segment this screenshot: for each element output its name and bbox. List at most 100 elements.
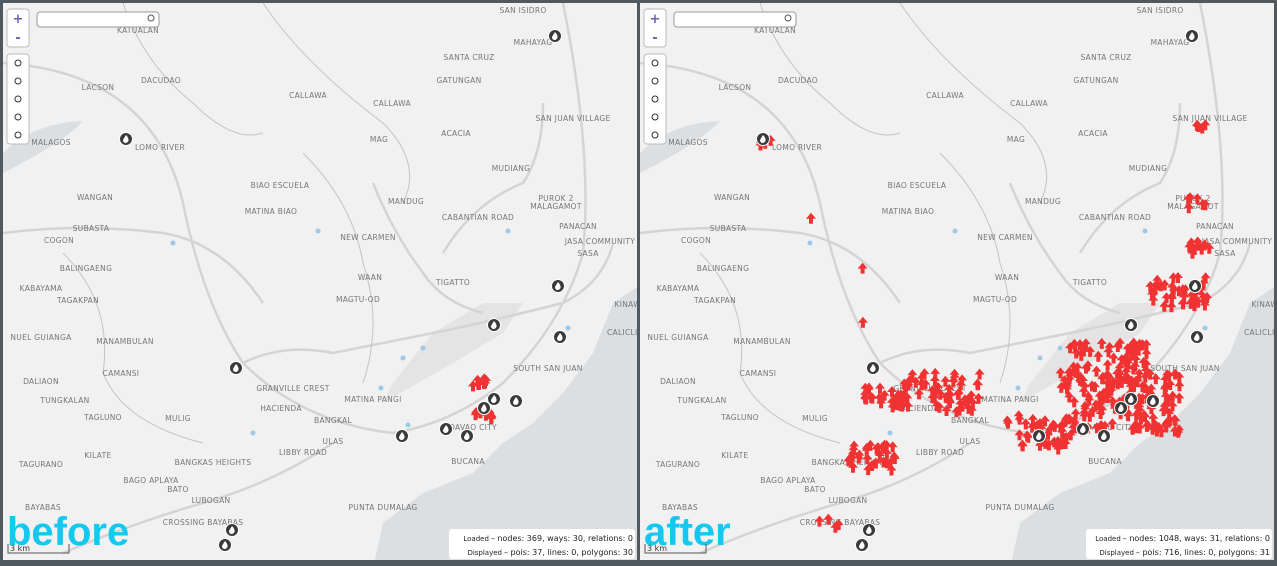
poi-marker[interactable] <box>879 389 890 401</box>
fire-station-marker[interactable] <box>225 523 239 537</box>
poi-marker[interactable] <box>1081 362 1091 374</box>
poi-marker[interactable] <box>1099 420 1110 432</box>
poi-marker[interactable] <box>1202 292 1213 303</box>
poi-marker[interactable] <box>1162 416 1173 428</box>
poi-marker[interactable] <box>1017 440 1028 452</box>
poi-marker[interactable] <box>1121 352 1131 364</box>
poi-marker[interactable] <box>1102 359 1113 371</box>
poi-marker[interactable] <box>955 379 966 391</box>
poi-marker[interactable] <box>1034 439 1045 451</box>
poi-marker[interactable] <box>902 392 913 404</box>
poi-marker[interactable] <box>1132 375 1143 387</box>
poi-marker[interactable] <box>1177 297 1188 309</box>
poi-marker[interactable] <box>1127 423 1138 435</box>
poi-marker[interactable] <box>1064 391 1075 403</box>
poi-marker[interactable] <box>1072 362 1083 374</box>
poi-marker[interactable] <box>881 440 892 451</box>
fire-station-marker[interactable] <box>439 422 453 436</box>
tool-button[interactable] <box>14 77 22 85</box>
zoom-in-button[interactable]: + <box>650 12 661 27</box>
poi-marker[interactable] <box>1150 373 1161 385</box>
poi-marker[interactable] <box>1189 300 1200 312</box>
poi-marker[interactable] <box>895 398 906 410</box>
tool-button[interactable] <box>14 131 22 139</box>
poi-marker[interactable] <box>919 368 930 380</box>
poi-marker[interactable] <box>1091 365 1102 377</box>
poi-marker[interactable] <box>1196 284 1207 296</box>
poi-marker[interactable] <box>1199 239 1210 251</box>
poi-marker[interactable] <box>1187 247 1198 259</box>
poi-marker[interactable] <box>953 387 964 399</box>
poi-marker[interactable] <box>1049 436 1060 448</box>
poi-marker[interactable] <box>951 406 962 418</box>
poi-marker[interactable] <box>1140 411 1150 423</box>
poi-marker[interactable] <box>873 442 883 454</box>
poi-marker[interactable] <box>1102 369 1113 381</box>
poi-marker[interactable] <box>1192 193 1203 205</box>
poi-marker[interactable] <box>1023 431 1034 443</box>
poi-marker[interactable] <box>1112 341 1123 352</box>
poi-marker[interactable] <box>1085 345 1096 357</box>
tool-button[interactable] <box>651 113 659 121</box>
tool-button[interactable] <box>651 131 659 139</box>
fire-station-marker[interactable] <box>1076 422 1090 436</box>
poi-marker[interactable] <box>1185 297 1196 309</box>
poi-marker[interactable] <box>1133 344 1144 356</box>
poi-marker[interactable] <box>1185 192 1196 204</box>
poi-marker[interactable] <box>1193 121 1204 132</box>
poi-marker[interactable] <box>843 455 854 467</box>
poi-marker[interactable] <box>881 447 892 459</box>
poi-marker[interactable] <box>823 513 834 525</box>
poi-marker[interactable] <box>887 386 897 397</box>
zoom-out-button[interactable]: - <box>652 31 657 46</box>
poi-marker[interactable] <box>471 407 482 418</box>
poi-marker[interactable] <box>1091 422 1102 434</box>
poi-marker[interactable] <box>1112 368 1123 380</box>
poi-marker[interactable] <box>957 374 968 386</box>
poi-marker[interactable] <box>1089 381 1100 393</box>
poi-marker[interactable] <box>874 392 885 404</box>
fire-station-marker[interactable] <box>1114 401 1128 415</box>
poi-marker[interactable] <box>1147 423 1158 435</box>
tool-button[interactable] <box>651 59 659 67</box>
poi-marker[interactable] <box>1193 239 1204 251</box>
poi-marker[interactable] <box>927 385 938 397</box>
poi-marker[interactable] <box>480 409 491 421</box>
poi-marker[interactable] <box>486 413 497 425</box>
poi-marker[interactable] <box>940 375 951 387</box>
zoom-in-button[interactable]: + <box>13 12 24 27</box>
poi-marker[interactable] <box>1137 393 1148 404</box>
poi-marker[interactable] <box>1080 338 1091 350</box>
poi-marker[interactable] <box>1204 242 1215 254</box>
poi-marker[interactable] <box>870 457 881 469</box>
poi-marker[interactable] <box>1116 354 1127 366</box>
poi-marker[interactable] <box>963 402 974 414</box>
poi-marker[interactable] <box>1167 390 1178 402</box>
poi-marker[interactable] <box>867 460 878 471</box>
poi-marker[interactable] <box>1020 418 1031 430</box>
tool-button[interactable] <box>651 77 659 85</box>
poi-marker[interactable] <box>930 384 941 396</box>
poi-marker[interactable] <box>1156 426 1167 438</box>
fire-station-marker[interactable] <box>487 318 501 332</box>
poi-marker[interactable] <box>1102 378 1113 390</box>
poi-marker[interactable] <box>1080 403 1091 415</box>
poi-marker[interactable] <box>765 134 776 146</box>
poi-marker[interactable] <box>1134 405 1145 416</box>
poi-marker[interactable] <box>1162 369 1173 381</box>
poi-marker[interactable] <box>1075 339 1085 351</box>
poi-marker[interactable] <box>1174 371 1185 383</box>
poi-marker[interactable] <box>1055 367 1066 379</box>
poi-marker[interactable] <box>865 439 876 451</box>
fire-station-marker[interactable] <box>1032 429 1046 443</box>
poi-marker[interactable] <box>1141 348 1152 360</box>
poi-marker[interactable] <box>889 453 900 464</box>
poi-marker[interactable] <box>814 515 825 527</box>
poi-marker[interactable] <box>1190 288 1201 300</box>
poi-marker[interactable] <box>1159 300 1170 312</box>
poi-marker[interactable] <box>1165 379 1176 390</box>
fire-station-marker[interactable] <box>509 394 523 408</box>
poi-marker[interactable] <box>899 378 910 390</box>
poi-marker[interactable] <box>940 391 951 403</box>
poi-marker[interactable] <box>1159 400 1170 412</box>
